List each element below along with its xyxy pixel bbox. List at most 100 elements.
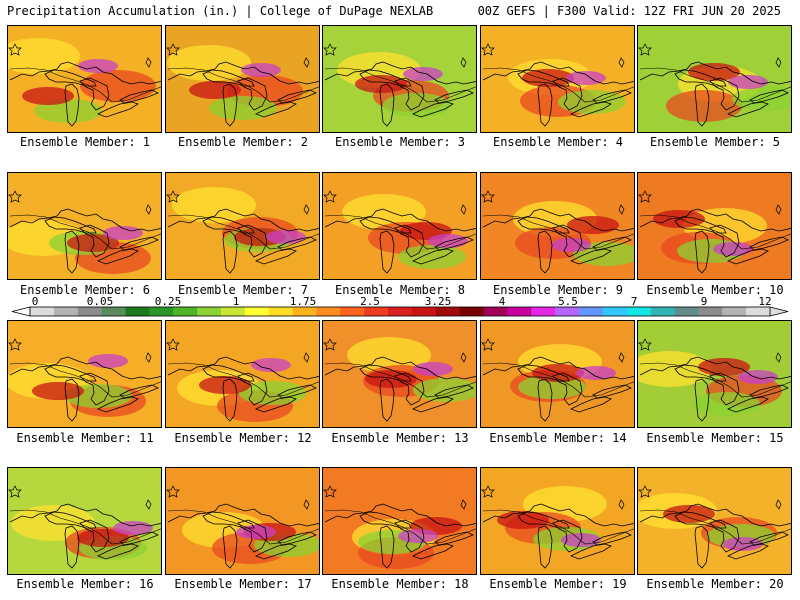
ensemble-member-map: [165, 172, 320, 280]
ensemble-member-label: Ensemble Member: 7: [177, 283, 309, 297]
colorbar-bin: [316, 307, 341, 316]
colorbar-bin: [149, 307, 174, 316]
colorbar-tick-label: 2.5: [360, 296, 380, 308]
precipitation-field: [638, 485, 791, 569]
ensemble-member-label: Ensemble Member: 14: [489, 431, 627, 445]
precipitation-colorbar: 0 0.05 0.25 1 1.75 2.5 3.25 4 5.5 7 9 12: [10, 296, 790, 322]
precipitation-field: [166, 187, 319, 274]
colorbar-tick-label: 7: [631, 296, 638, 308]
ensemble-member-map: [480, 172, 635, 280]
colorbar-bin: [459, 307, 484, 316]
ensemble-member-label: Ensemble Member: 5: [649, 135, 781, 149]
colorbar-tick-label: 5.5: [558, 296, 578, 308]
colorbar-bin: [197, 307, 222, 316]
precipitation-field: [323, 337, 476, 422]
colorbar-bin: [220, 307, 246, 316]
colorbar-bin: [435, 307, 461, 316]
colorbar-tick-label: 12: [758, 296, 771, 308]
precipitation-field: [166, 485, 319, 569]
ensemble-member-label: Ensemble Member: 4: [492, 135, 624, 149]
ensemble-member-map: [637, 467, 792, 575]
colorbar-bin: [101, 307, 126, 316]
colorbar-tick-label: 0: [32, 296, 39, 308]
colorbar-bin: [579, 307, 604, 316]
colorbar-bin: [698, 307, 723, 316]
precipitation-field: [638, 43, 791, 127]
colorbar-bin: [650, 307, 675, 316]
colorbar-bin: [483, 307, 508, 316]
ensemble-member-map: [7, 25, 162, 133]
precipitation-field: [8, 338, 161, 422]
colorbar-bin: [77, 307, 103, 316]
ensemble-member-label: Ensemble Member: 11: [16, 431, 154, 445]
ensemble-member-map: [7, 467, 162, 575]
colorbar-bin: [674, 307, 699, 316]
ensemble-member-label: Ensemble Member: 19: [489, 577, 627, 591]
ensemble-member-map: [322, 467, 477, 575]
colorbar-bin: [602, 307, 628, 316]
colorbar-bin: [411, 307, 437, 316]
colorbar-tick-label: 0.05: [87, 296, 114, 308]
colorbar-bin: [722, 307, 747, 316]
colorbar-tick-label: 1: [233, 296, 240, 308]
colorbar-bin: [268, 307, 293, 316]
precipitation-field: [638, 338, 791, 422]
ensemble-member-label: Ensemble Member: 2: [177, 135, 309, 149]
ensemble-member-label: Ensemble Member: 13: [331, 431, 469, 445]
ensemble-member-label: Ensemble Member: 12: [174, 431, 312, 445]
colorbar-max-arrow: [769, 306, 789, 317]
colorbar-bin: [507, 307, 532, 316]
colorbar-bin: [30, 307, 55, 316]
ensemble-member-map: [165, 25, 320, 133]
precipitation-field: [638, 190, 791, 274]
precipitation-field: [323, 485, 476, 569]
ensemble-member-label: Ensemble Member: 6: [19, 283, 151, 297]
colorbar-tick-label: 3.25: [425, 296, 452, 308]
ensemble-member-map: [7, 320, 162, 428]
ensemble-member-label: Ensemble Member: 18: [331, 577, 469, 591]
precipitation-field: [481, 485, 634, 569]
colorbar-bin: [626, 307, 652, 316]
precipitation-field: [166, 43, 319, 127]
colorbar-bin: [173, 307, 198, 316]
model-run-valid-time: 00Z GEFS | F300 Valid: 12Z FRI JUN 20 20…: [477, 4, 781, 18]
ensemble-member-map: [165, 467, 320, 575]
ensemble-member-map: [322, 25, 477, 133]
colorbar-bin: [746, 307, 771, 316]
ensemble-member-label: Ensemble Member: 1: [19, 135, 151, 149]
ensemble-member-map: [480, 467, 635, 575]
ensemble-member-label: Ensemble Member: 16: [16, 577, 154, 591]
colorbar-tick-label: 4: [499, 296, 506, 308]
colorbar-bin: [292, 307, 317, 316]
ensemble-member-label: Ensemble Member: 20: [646, 577, 784, 591]
ensemble-member-map: [480, 25, 635, 133]
ensemble-member-map: [322, 172, 477, 280]
colorbar-tick-label: 1.75: [290, 296, 317, 308]
precipitation-field: [323, 43, 476, 127]
colorbar-bin: [125, 307, 150, 316]
colorbar-bin: [53, 307, 79, 316]
ensemble-member-label: Ensemble Member: 9: [492, 283, 624, 297]
precipitation-field: [481, 338, 634, 422]
ensemble-member-map: [637, 320, 792, 428]
colorbar-tick-label: 9: [701, 296, 708, 308]
map-title: Precipitation Accumulation (in.) | Colle…: [7, 4, 434, 18]
colorbar-bin: [531, 307, 556, 316]
colorbar-bin: [388, 307, 413, 316]
precipitation-field: [481, 43, 634, 127]
precipitation-field: [8, 38, 161, 127]
precipitation-field: [323, 190, 476, 274]
colorbar-tick-label: 0.25: [155, 296, 182, 308]
ensemble-member-label: Ensemble Member: 15: [646, 431, 784, 445]
ensemble-member-map: [480, 320, 635, 428]
precipitation-field: [481, 190, 634, 274]
ensemble-member-map: [165, 320, 320, 428]
colorbar-bin: [340, 307, 365, 316]
ensemble-member-map: [7, 172, 162, 280]
colorbar-bin: [244, 307, 270, 316]
precipitation-field: [8, 190, 161, 274]
ensemble-member-label: Ensemble Member: 8: [334, 283, 466, 297]
colorbar-bin: [364, 307, 389, 316]
ensemble-member-map: [322, 320, 477, 428]
ensemble-member-label: Ensemble Member: 17: [174, 577, 312, 591]
